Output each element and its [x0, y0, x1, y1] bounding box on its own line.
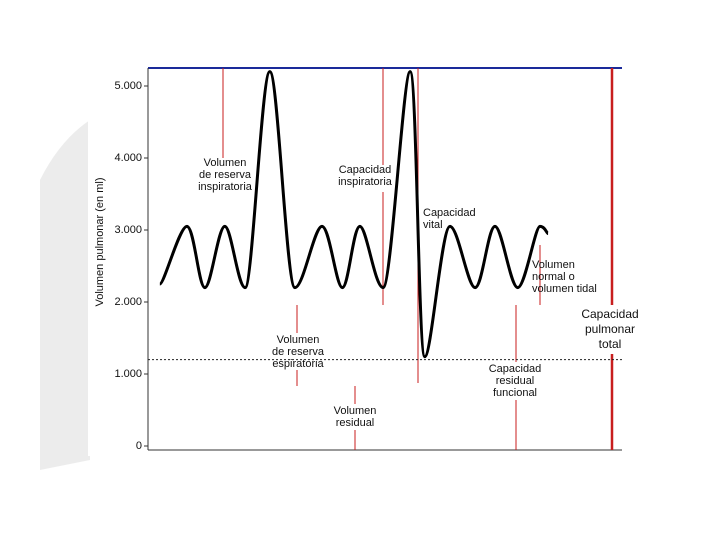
annotation: residual	[336, 417, 375, 429]
annotation: residual	[496, 375, 535, 387]
y-tick-label: 1.000	[114, 368, 142, 380]
y-tick-label: 0	[136, 440, 142, 452]
annotation: espiratoria	[272, 358, 324, 370]
annotation: Volumen	[277, 334, 320, 346]
annotation: de reserva	[199, 169, 252, 181]
volume-curve	[158, 70, 549, 359]
annotation: inspiratoria	[198, 181, 253, 193]
y-tick-label: 2.000	[114, 296, 142, 308]
background-figure	[40, 120, 90, 470]
annotation: de reserva	[272, 346, 325, 358]
y-axis-label: Volumen pulmonar (en ml)	[94, 177, 106, 306]
y-tick-label: 5.000	[114, 80, 142, 92]
annotation: Capacidad	[423, 207, 476, 219]
annotation: volumen tidal	[532, 283, 597, 295]
annotation: Volumen	[532, 259, 575, 271]
annotation: funcional	[493, 387, 537, 399]
annotation: Capacidad	[581, 307, 638, 321]
annotation: Volumen	[334, 405, 377, 417]
y-tick-label: 4.000	[114, 152, 142, 164]
annotation: Capacidad	[339, 164, 392, 176]
annotation: Volumen	[204, 157, 247, 169]
annotation: Capacidad	[489, 363, 542, 375]
annotation: total	[599, 337, 622, 351]
plot-background	[88, 66, 624, 456]
annotation: normal o	[532, 271, 575, 283]
annotation: pulmonar	[585, 322, 635, 336]
y-tick-label: 3.000	[114, 224, 142, 236]
annotation: inspiratoria	[338, 176, 393, 188]
annotation: vital	[423, 219, 443, 231]
